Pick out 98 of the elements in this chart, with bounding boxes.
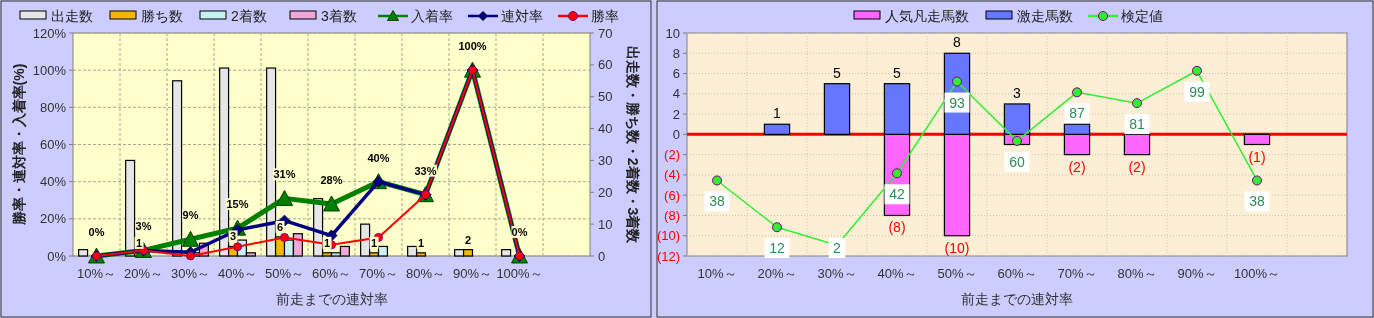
data-label: 99 [1189, 83, 1205, 100]
legend-label: 勝率 [591, 8, 619, 24]
y2-tick-label: 10 [598, 216, 613, 232]
data-label: 1 [773, 105, 782, 122]
y2-tick-label: 60 [598, 57, 613, 73]
y-tick-label: 40% [39, 174, 67, 190]
data-label: 1 [135, 236, 143, 249]
data-label: 40% [367, 151, 390, 164]
data-label: 1 [417, 236, 425, 249]
y-tick-label: 0 [672, 126, 680, 142]
data-label: 3% [135, 220, 152, 233]
data-label: 12 [769, 240, 785, 256]
y-tick-label: 100% [32, 62, 67, 78]
y-tick-label: 10 [665, 25, 680, 41]
legend-label: 人気凡走馬数 [885, 8, 969, 24]
data-label: (1) [1248, 148, 1266, 165]
y-tick-label: (4) [664, 167, 680, 183]
data-label: 2 [464, 233, 472, 246]
data-label: 2 [833, 240, 842, 256]
x-tick-label: 50%～ [937, 266, 977, 281]
legend-label: 入着率 [411, 8, 453, 24]
y2-tick-label: 0 [598, 248, 606, 264]
x-tick-label: 90%～ [1177, 266, 1217, 281]
x-tick-label: 30%～ [170, 266, 211, 281]
legend-label: 出走数 [51, 8, 93, 24]
y-tick-label: 80% [39, 99, 67, 115]
x-tick-label: 80%～ [405, 266, 446, 281]
x-tick-label: 10%～ [697, 266, 737, 281]
x-tick-label: 30%～ [817, 266, 857, 281]
data-label: (2) [1068, 158, 1086, 175]
data-label: 31% [273, 168, 296, 181]
x-tick-label: 60%～ [311, 266, 352, 281]
x-tick-label: 100%～ [496, 266, 543, 281]
legend-label: 勝ち数 [141, 8, 183, 24]
legend-label: 連対率 [501, 8, 543, 24]
y-tick-label: 120% [32, 25, 67, 41]
legend-label: 激走馬数 [1017, 8, 1073, 24]
x-tick-label: 10%～ [76, 266, 117, 281]
y-tick-label: 0% [47, 248, 67, 264]
data-label: 100% [458, 40, 487, 53]
x-tick-label: 100%～ [1233, 266, 1281, 281]
y-tick-label: (12) [656, 248, 680, 264]
x-tick-label: 90%～ [452, 266, 493, 281]
x-tick-label: 20%～ [757, 266, 797, 281]
data-label: 38 [709, 193, 725, 210]
data-label: (8) [888, 219, 906, 236]
data-label: 9% [182, 209, 199, 222]
y-tick-label: 4 [672, 86, 680, 102]
data-label: (10) [944, 239, 970, 256]
data-label: 38 [1249, 193, 1265, 210]
y-tick-label: 2 [672, 106, 680, 122]
x-tick-label: 50%～ [264, 266, 305, 281]
data-label: 15% [226, 198, 249, 211]
data-label: 0% [88, 226, 105, 238]
data-label: 42 [889, 186, 905, 203]
data-label: 3 [229, 230, 237, 243]
data-label: 5 [893, 64, 902, 81]
data-label: 87 [1069, 105, 1085, 122]
legend-label: 3着数 [321, 8, 357, 24]
x-tick-label: 60%～ [997, 266, 1037, 281]
data-label: 0% [511, 226, 528, 238]
data-label: 81 [1129, 116, 1145, 133]
data-label: 93 [949, 94, 965, 111]
x-tick-label: 20%～ [123, 266, 164, 281]
y-tick-label: (2) [664, 147, 680, 163]
x-tick-label: 40%～ [877, 266, 917, 281]
y2-tick-label: 40 [598, 121, 613, 137]
y2-axis-title: 出走数・勝ち数・2着数・3着数 [625, 45, 641, 245]
y-tick-label: (8) [664, 207, 680, 223]
data-label: 60 [1009, 153, 1025, 170]
x-tick-label: 70%～ [1057, 266, 1097, 281]
data-label: 6 [276, 220, 284, 233]
legend-label: 検定値 [1121, 8, 1163, 24]
data-label: 33% [414, 164, 437, 177]
data-label: 1 [370, 236, 378, 249]
y2-tick-label: 30 [598, 152, 613, 168]
data-label: 3 [1013, 84, 1022, 101]
y-tick-label: 20% [39, 211, 67, 227]
y-tick-label: 60% [39, 137, 67, 152]
y2-tick-label: 50 [598, 89, 613, 105]
x-axis-title: 前走までの連対率 [961, 291, 1073, 307]
data-label: (2) [1128, 158, 1146, 175]
y2-tick-label: 20 [598, 184, 613, 200]
y-tick-label: 8 [672, 45, 680, 61]
legend-label: 2着数 [231, 8, 267, 24]
data-label: 8 [953, 34, 962, 51]
data-label: 28% [320, 173, 343, 186]
data-label: 5 [833, 64, 842, 81]
x-tick-label: 70%～ [358, 266, 399, 281]
x-tick-label: 40%～ [217, 266, 258, 281]
y-tick-label: 6 [672, 66, 680, 82]
y-tick-label: (10) [656, 228, 680, 244]
x-axis-title: 前走までの連対率 [275, 291, 388, 307]
y-axis-title: 勝率・連対率・入着率(%) [11, 63, 27, 227]
y-tick-label: (6) [664, 187, 680, 203]
x-tick-label: 80%～ [1117, 266, 1157, 281]
y2-tick-label: 70 [598, 25, 613, 41]
data-label: 1 [323, 236, 331, 249]
